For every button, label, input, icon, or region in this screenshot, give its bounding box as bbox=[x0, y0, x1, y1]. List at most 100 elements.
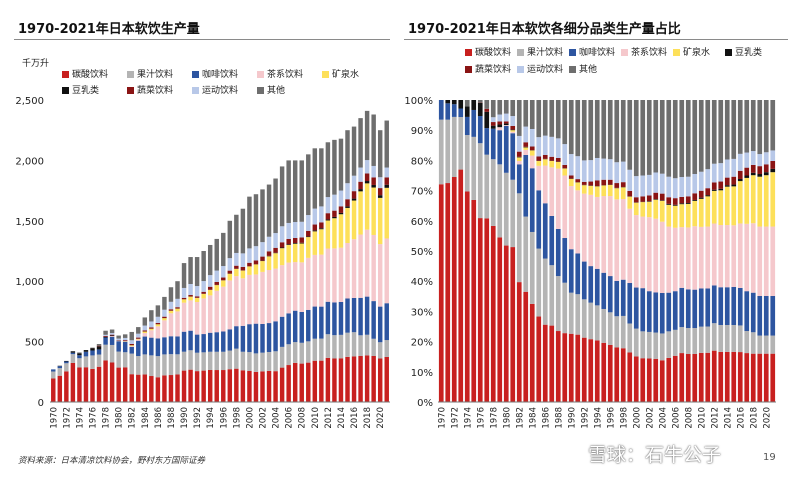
bar-segment bbox=[338, 214, 344, 248]
bar-segment bbox=[168, 309, 174, 311]
legend-swatch bbox=[517, 49, 524, 56]
bar-segment bbox=[188, 330, 193, 351]
bar-segment bbox=[549, 156, 555, 161]
bar-segment bbox=[568, 100, 574, 155]
legend-label: 果汁饮料 bbox=[527, 46, 563, 58]
bar-segment bbox=[279, 226, 285, 243]
bar-segment bbox=[646, 195, 652, 202]
bar-segment bbox=[77, 353, 82, 356]
bar-segment bbox=[214, 281, 219, 285]
bar-segment bbox=[711, 182, 717, 190]
bar-segment bbox=[306, 154, 311, 216]
bar-segment bbox=[698, 197, 704, 199]
bar-segment bbox=[685, 196, 691, 203]
bar-segment bbox=[575, 334, 581, 402]
legend-label: 茶系饮料 bbox=[267, 68, 303, 80]
bar-segment bbox=[234, 348, 239, 369]
bar-segment bbox=[377, 188, 383, 196]
bar-segment bbox=[338, 190, 344, 207]
bar-segment bbox=[484, 100, 490, 109]
bar-segment bbox=[763, 296, 769, 336]
bar-segment bbox=[497, 124, 503, 128]
bar-segment bbox=[711, 350, 717, 402]
legend-swatch bbox=[192, 71, 199, 78]
bar-segment bbox=[338, 358, 344, 402]
x-tick-label: 2004 bbox=[272, 407, 282, 429]
bar-segment bbox=[718, 188, 724, 191]
bar-segment bbox=[214, 285, 219, 291]
bar-segment bbox=[718, 225, 724, 288]
bar-segment bbox=[358, 297, 363, 336]
bar-segment bbox=[377, 342, 383, 359]
bar-segment bbox=[640, 202, 646, 217]
bar-segment bbox=[672, 329, 678, 356]
bar-segment bbox=[711, 190, 717, 224]
bar-segment bbox=[464, 191, 470, 402]
y-tick-label: 90% bbox=[411, 126, 433, 137]
bar-segment bbox=[103, 337, 108, 345]
bar-segment bbox=[351, 200, 357, 240]
bar-segment bbox=[744, 100, 750, 153]
bar-segment bbox=[345, 243, 350, 299]
bar-segment bbox=[744, 167, 750, 176]
bar-segment bbox=[523, 291, 529, 402]
bar-segment bbox=[240, 253, 246, 267]
bar-segment bbox=[364, 334, 370, 356]
bar-segment bbox=[601, 158, 607, 180]
bar-segment bbox=[207, 286, 213, 290]
bar-segment bbox=[581, 337, 587, 402]
bar-segment bbox=[292, 243, 298, 263]
bar-segment bbox=[711, 285, 717, 324]
bar-segment bbox=[744, 331, 750, 354]
bar-segment bbox=[129, 331, 134, 341]
bar-segment bbox=[358, 234, 363, 298]
bar-segment bbox=[750, 223, 756, 293]
bar-segment bbox=[358, 118, 363, 168]
bar-segment bbox=[497, 100, 503, 115]
bar-segment bbox=[620, 279, 626, 316]
bar-segment bbox=[588, 266, 594, 303]
x-tick-label: 1992 bbox=[580, 407, 590, 429]
bar-segment bbox=[659, 200, 665, 201]
bar-segment bbox=[516, 100, 522, 136]
x-tick-label: 2002 bbox=[259, 407, 269, 429]
bar-segment bbox=[266, 351, 272, 371]
y-tick-label: 50% bbox=[411, 247, 433, 258]
bar-segment bbox=[214, 238, 219, 271]
bar-segment bbox=[724, 177, 730, 186]
bar-segment bbox=[149, 321, 154, 328]
bar-segment bbox=[477, 116, 483, 144]
bar-segment bbox=[188, 295, 193, 297]
bar-segment bbox=[692, 200, 698, 227]
bar-segment bbox=[646, 291, 652, 332]
bar-segment bbox=[757, 100, 763, 155]
bar-segment bbox=[763, 226, 769, 296]
bar-segment bbox=[562, 282, 568, 334]
x-tick-label: 1998 bbox=[619, 407, 629, 429]
bar-segment bbox=[181, 302, 187, 332]
bar-segment bbox=[299, 342, 304, 364]
bar-segment bbox=[103, 330, 108, 335]
legend-swatch bbox=[465, 66, 472, 73]
bar-segment bbox=[312, 360, 318, 402]
bar-segment bbox=[96, 366, 102, 402]
bar-segment bbox=[497, 130, 503, 165]
bar-segment bbox=[90, 350, 95, 356]
bar-segment bbox=[659, 333, 665, 361]
bar-segment bbox=[371, 184, 376, 188]
bar-segment bbox=[562, 144, 568, 165]
legend-label: 咖啡饮料 bbox=[579, 46, 615, 58]
bar-segment bbox=[750, 100, 756, 152]
bar-segment bbox=[718, 163, 724, 182]
bar-segment bbox=[266, 323, 272, 352]
bar-segment bbox=[659, 292, 665, 334]
x-tick-label: 1972 bbox=[62, 407, 72, 429]
bar-segment bbox=[750, 332, 756, 354]
x-tick-label: 2018 bbox=[363, 407, 373, 429]
bar-segment bbox=[332, 194, 337, 211]
bar-segment bbox=[129, 340, 134, 344]
bar-segment bbox=[750, 164, 756, 173]
x-tick-label: 2012 bbox=[710, 407, 720, 429]
bar-segment bbox=[581, 193, 587, 262]
bar-segment bbox=[358, 335, 363, 357]
